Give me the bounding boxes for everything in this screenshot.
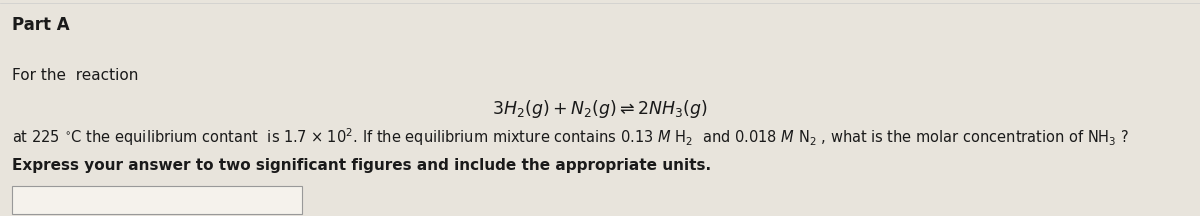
Text: For the  reaction: For the reaction — [12, 68, 138, 83]
FancyBboxPatch shape — [12, 186, 302, 214]
Text: Part A: Part A — [12, 16, 70, 34]
Text: $3H_2(g) + N_2(g) \rightleftharpoons 2NH_3(g)$: $3H_2(g) + N_2(g) \rightleftharpoons 2NH… — [492, 98, 708, 120]
Text: Express your answer to two significant figures and include the appropriate units: Express your answer to two significant f… — [12, 158, 712, 173]
Text: at 225 $^{\circ}$C the equilibrium contant  is 1.7 $\times$ 10$^{2}$. If the equ: at 225 $^{\circ}$C the equilibrium conta… — [12, 126, 1129, 148]
